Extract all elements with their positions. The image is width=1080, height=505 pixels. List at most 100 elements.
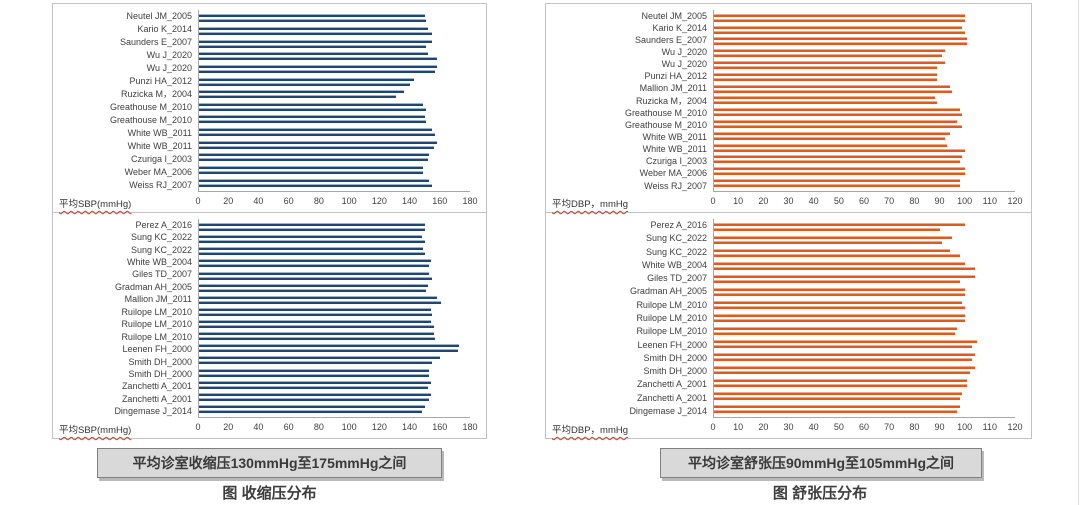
bar-row [714, 221, 1015, 234]
bar [199, 320, 431, 324]
row-label: Czuriga I_2003 [645, 156, 707, 167]
bar-row [199, 63, 470, 76]
bar [714, 77, 938, 81]
bar-row [199, 151, 470, 164]
bar [199, 223, 425, 227]
bar [714, 301, 963, 305]
row-label: Smith DH_2000 [128, 368, 192, 379]
bar-row [199, 294, 470, 306]
bar-row [714, 165, 1015, 177]
bar [199, 337, 436, 341]
bar-row [199, 257, 470, 269]
bar [199, 95, 397, 99]
bar-row [714, 234, 1015, 247]
category-axis: Neutel JM_2005 Kario K_2014 Saunders E_200… [546, 10, 713, 192]
axis-tick-label: 160 [432, 422, 448, 432]
bar [714, 125, 963, 129]
row-label: Sung KC_2022 [130, 244, 192, 255]
bar-row [714, 389, 1015, 402]
bar [199, 120, 427, 124]
axis-ticks: 0 20 40 60 80 100 120 140 160 180 [195, 192, 477, 212]
bar [714, 228, 940, 232]
bar [714, 404, 960, 408]
bar [199, 283, 428, 287]
axis-tick-label: 0 [195, 196, 201, 206]
bar [199, 295, 437, 299]
axis-tick-label: 90 [934, 422, 945, 432]
bar [714, 331, 955, 335]
bar [199, 247, 424, 251]
axis-tick-label: 40 [808, 422, 819, 432]
row-label: Zanchetti A_2001 [121, 393, 192, 404]
axis-tick-label: 100 [957, 196, 973, 206]
bar [199, 252, 425, 256]
axis-tick-label: 30 [783, 196, 794, 206]
bar [714, 49, 945, 53]
bar [714, 108, 960, 112]
bar-row [714, 154, 1015, 166]
axis-tick-label: 120 [371, 422, 387, 432]
row-label: Gradman AH_2005 [114, 281, 192, 292]
axis-tick-label: 80 [909, 422, 920, 432]
row-label: Greathouse M_2010 [109, 115, 192, 125]
bar-row [199, 342, 470, 354]
row-label: Wu J_2020 [661, 59, 707, 70]
bar [714, 370, 970, 374]
bar-row [199, 354, 470, 366]
row-label: Smith DH_2000 [643, 366, 707, 377]
axis-tick-label: 60 [858, 422, 870, 432]
axis-tick-label: 40 [808, 196, 819, 206]
bar [714, 326, 958, 330]
axis-tick-label: 100 [957, 422, 973, 432]
axis-tick-label: 180 [462, 422, 478, 432]
bar-row [199, 50, 470, 63]
bar [199, 259, 431, 263]
bar [199, 107, 427, 111]
bar [714, 18, 965, 22]
bar [199, 102, 424, 106]
bar [714, 101, 938, 105]
bar [714, 280, 960, 284]
axis-tick-label: 10 [733, 422, 744, 432]
axis-ticks: 0 10 20 30 40 50 60 70 80 90 100 110 120 [710, 418, 1022, 438]
row-label: Wu J_2020 [146, 50, 192, 60]
bar-row [714, 142, 1015, 154]
bar [714, 13, 965, 17]
row-label: White WB_2004 [641, 259, 707, 270]
bar [714, 391, 963, 395]
row-label: Mallion JM_2011 [639, 83, 707, 94]
plot-area: Neutel JM_2005 Kario K_2014 Saunders E_200… [546, 4, 1031, 192]
axis-tick-label: 0 [195, 422, 201, 432]
x-axis: 平均SBP(mmHg) 0 20 40 60 80 100 120 140 160 180 [53, 418, 486, 438]
bar [199, 344, 460, 348]
bar-row [714, 83, 1015, 95]
bar [714, 344, 973, 348]
row-label: Zanchetti A_2001 [636, 392, 707, 403]
bar [199, 271, 430, 275]
row-label: Neutel JM_2005 [641, 10, 707, 21]
bar [199, 31, 433, 35]
axis-tick-label: 70 [884, 196, 895, 206]
category-axis: Neutel JM_2005 Kario K_2014 Saunders E_200… [53, 10, 198, 192]
bar-row [714, 273, 1015, 286]
plot-area: Neutel JM_2005 Kario K_2014 Saunders E_200… [53, 4, 486, 192]
axis-tick-label: 20 [223, 196, 234, 206]
axis-ticks: 0 10 20 30 40 50 60 70 80 90 100 110 120 [710, 192, 1022, 212]
plot-area: Perez A_2016 Sung KC_2022 Sung KC_2022 Whit… [53, 213, 486, 418]
bar-row [199, 164, 470, 177]
row-label: Saunders E_2007 [119, 37, 192, 47]
plot-track [198, 10, 470, 192]
row-label: Dingemase J_2014 [629, 405, 707, 416]
bar [714, 30, 965, 34]
axis-tick-label: 160 [432, 196, 448, 206]
row-label: White WB_2011 [642, 131, 707, 142]
row-label: Neutel JM_2005 [126, 11, 192, 21]
bar [199, 397, 430, 401]
row-label: Ruzicka M，2004 [120, 89, 192, 99]
row-label: Leenen FH_2000 [637, 339, 707, 350]
bar-row [199, 176, 470, 189]
bar [714, 54, 943, 58]
row-label: Greathouse M_2010 [624, 107, 707, 118]
bar-row [199, 75, 470, 88]
bar-row [714, 177, 1015, 189]
